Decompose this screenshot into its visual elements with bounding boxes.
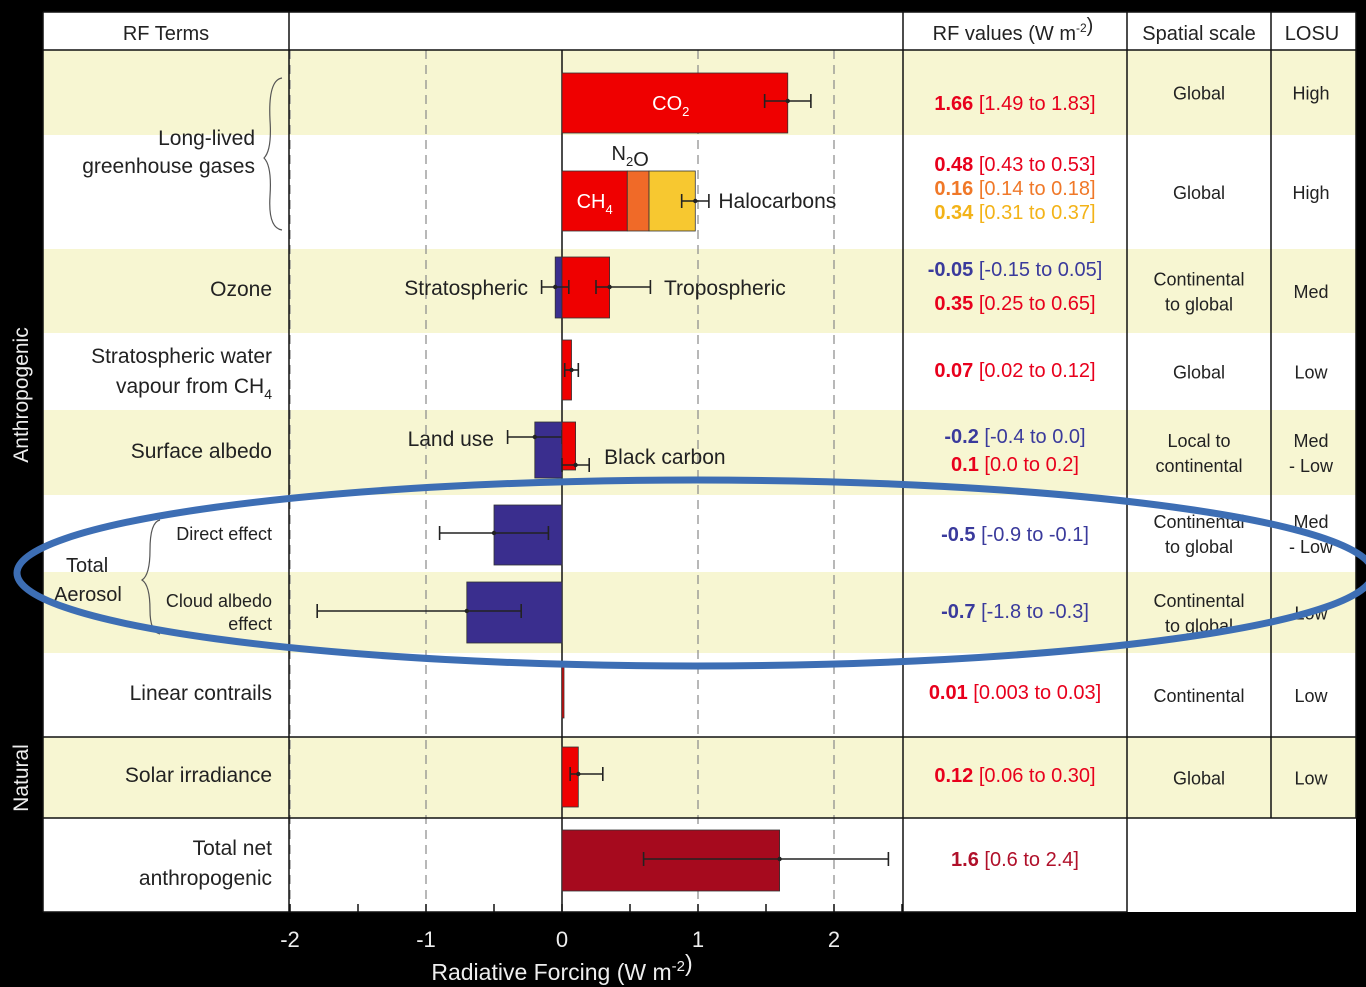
- error-center: [573, 462, 578, 468]
- spatial-scale: Continental: [1153, 270, 1244, 290]
- x-tick-label: 0: [556, 927, 568, 952]
- group-aerosol: Aerosol: [54, 584, 122, 606]
- losu-value: Med: [1293, 512, 1328, 532]
- rf-value: -0.5 [-0.9 to -0.1]: [941, 524, 1089, 546]
- header-spatial-scale: Spatial scale: [1142, 23, 1255, 45]
- bar-cloud-albedo: [466, 581, 563, 644]
- bar-label-black-carbon: Black carbon: [604, 446, 725, 469]
- row-label: Stratospheric water: [91, 345, 272, 368]
- rf-value: 1.6 [0.6 to 2.4]: [951, 849, 1079, 871]
- losu-value: High: [1292, 183, 1329, 203]
- spatial-scale: Global: [1173, 183, 1225, 203]
- spatial-scale: to global: [1165, 537, 1233, 557]
- losu-value: - Low: [1289, 456, 1334, 476]
- spatial-scale: Local to: [1167, 431, 1230, 451]
- row-label: Solar irradiance: [125, 764, 272, 787]
- rf-value: -0.05 [-0.15 to 0.05]: [928, 259, 1103, 281]
- row-label: Total net: [193, 837, 273, 860]
- error-center: [693, 198, 698, 204]
- group-anthropogenic: Anthropogenic: [10, 327, 33, 462]
- spatial-scale: to global: [1165, 295, 1233, 315]
- x-tick-label: 2: [828, 927, 840, 952]
- row-label: Linear contrails: [130, 682, 272, 705]
- spatial-scale: Global: [1173, 769, 1225, 789]
- rf-value: 0.35 [0.25 to 0.65]: [934, 293, 1095, 315]
- bar-co2: [561, 72, 789, 134]
- bar-black-carbon: [561, 421, 577, 471]
- row-label: Direct effect: [176, 524, 272, 544]
- rf-value: -0.7 [-1.8 to -0.3]: [941, 601, 1089, 623]
- error-center: [569, 367, 574, 373]
- rf-value: 0.16 [0.14 to 0.18]: [934, 178, 1095, 200]
- spatial-scale: Continental: [1153, 591, 1244, 611]
- row-label: anthropogenic: [139, 867, 272, 890]
- bar-linear-contrails: [561, 664, 565, 719]
- brace: [140, 519, 161, 635]
- error-center: [532, 434, 537, 440]
- error-center: [553, 284, 558, 290]
- row-label: vapour from CH4: [116, 375, 272, 402]
- spatial-scale: Global: [1173, 363, 1225, 383]
- bar-label-land-use: Land use: [408, 428, 494, 451]
- spatial-scale: Continental: [1153, 686, 1244, 706]
- brace: [263, 77, 283, 231]
- bar-direct-effect: [493, 504, 563, 566]
- rf-value: 0.07 [0.02 to 0.12]: [934, 360, 1095, 382]
- bar-label-halocarbons: Halocarbons: [718, 190, 836, 213]
- error-center: [785, 98, 790, 104]
- x-tick-label: -2: [280, 927, 300, 952]
- row-band: [43, 737, 1271, 818]
- rf-value: 0.1 [0.0 to 0.2]: [951, 454, 1079, 476]
- row-band: [43, 249, 1271, 333]
- x-tick-label: -1: [416, 927, 436, 952]
- row-label: Surface albedo: [131, 440, 272, 463]
- losu-cell: [1271, 135, 1356, 249]
- losu-value: Low: [1294, 769, 1328, 789]
- rf-value: 0.48 [0.43 to 0.53]: [934, 154, 1095, 176]
- losu-value: - Low: [1289, 537, 1334, 557]
- group-natural: Natural: [10, 744, 33, 812]
- header-rf-terms: RF Terms: [123, 23, 209, 45]
- losu-cell: [1271, 333, 1356, 410]
- bar-stack-segment: [561, 170, 628, 232]
- error-center: [464, 608, 469, 614]
- rf-value: -0.2 [-0.4 to 0.0]: [944, 426, 1085, 448]
- losu-value: Low: [1294, 363, 1328, 383]
- bar-label-stratospheric: Stratospheric: [404, 277, 528, 300]
- rf-value: 0.01 [0.003 to 0.03]: [929, 682, 1101, 704]
- row-label: Ozone: [210, 278, 272, 301]
- losu-cell: [1271, 653, 1356, 737]
- spatial-scale: Global: [1173, 84, 1225, 104]
- highlight-ellipse: [13, 476, 1366, 670]
- bar-total-net: [561, 829, 781, 892]
- header-losu: LOSU: [1285, 23, 1339, 45]
- losu-value: Low: [1294, 686, 1328, 706]
- error-center: [576, 771, 581, 777]
- row-label: effect: [228, 614, 272, 634]
- error-center: [607, 284, 612, 290]
- error-center: [777, 856, 782, 862]
- losu-value: Med: [1293, 431, 1328, 451]
- rf-value: 0.12 [0.06 to 0.30]: [934, 765, 1095, 787]
- bar-land-use: [534, 421, 563, 479]
- error-center: [491, 530, 497, 536]
- row-label: greenhouse gases: [82, 155, 255, 178]
- spatial-scale: continental: [1155, 456, 1242, 476]
- losu-value: Med: [1293, 282, 1328, 302]
- rf-value: 1.66 [1.49 to 1.83]: [934, 93, 1095, 115]
- group-aerosol: Total: [66, 555, 108, 577]
- rf-value: 0.34 [0.31 to 0.37]: [934, 202, 1095, 224]
- row-label: Long-lived: [158, 127, 255, 150]
- x-axis-label: Radiative Forcing (W m-2): [431, 950, 692, 985]
- x-tick-label: 1: [692, 927, 704, 952]
- row-label: Cloud albedo: [166, 591, 272, 611]
- bar-label-tropospheric: Tropospheric: [664, 277, 786, 300]
- bar-stack-segment: [626, 170, 650, 232]
- empty-cell: [1127, 818, 1356, 912]
- losu-value: High: [1292, 84, 1329, 104]
